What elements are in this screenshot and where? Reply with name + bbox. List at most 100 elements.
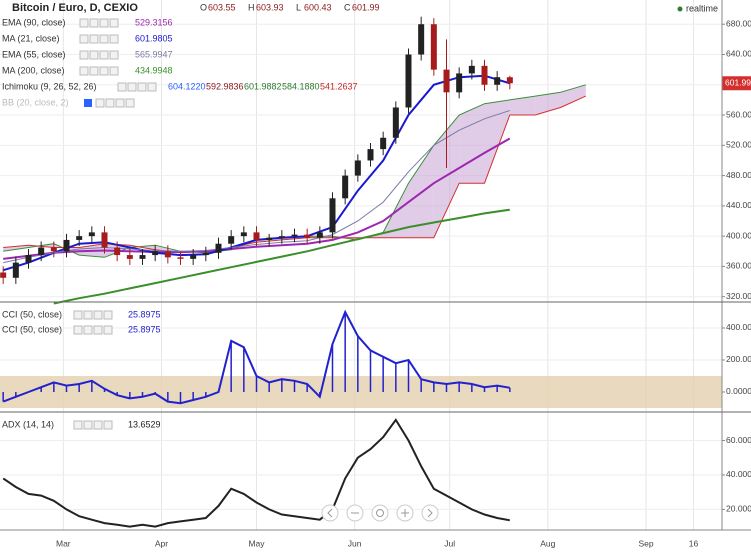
legend-icon[interactable] bbox=[83, 325, 93, 335]
legend-icon[interactable] bbox=[83, 310, 93, 320]
legend-icon[interactable] bbox=[79, 66, 89, 76]
scroll-left-button[interactable] bbox=[321, 504, 339, 522]
legend-icon[interactable] bbox=[73, 310, 83, 320]
legend-icon[interactable] bbox=[109, 50, 119, 60]
legend-icon[interactable] bbox=[89, 18, 99, 28]
y-tick-label: 200.0000 bbox=[726, 354, 751, 364]
candle-body bbox=[76, 236, 83, 240]
indicator-line bbox=[2, 418, 510, 528]
legend-icon[interactable] bbox=[105, 98, 115, 108]
legend-icon[interactable] bbox=[147, 82, 157, 92]
legend-icon[interactable] bbox=[83, 420, 93, 430]
zoom-out-button[interactable] bbox=[346, 504, 364, 522]
legend-icon[interactable] bbox=[99, 50, 109, 60]
legend-icon[interactable] bbox=[84, 99, 92, 107]
indicator-name: MA (200, close) bbox=[2, 65, 65, 75]
legend-icon[interactable] bbox=[125, 98, 135, 108]
ohlc-value: 600.43 bbox=[304, 2, 332, 12]
legend-icon[interactable] bbox=[79, 34, 89, 44]
legend-icon[interactable] bbox=[99, 34, 109, 44]
ichimoku-cloud bbox=[484, 99, 510, 184]
scroll-right-button[interactable] bbox=[421, 504, 439, 522]
candle-body bbox=[304, 234, 311, 238]
legend-icon[interactable] bbox=[95, 98, 105, 108]
legend-icon[interactable] bbox=[93, 310, 103, 320]
y-tick-label: 480.00 bbox=[726, 170, 751, 180]
x-tick-label: Mar bbox=[56, 538, 71, 548]
candle-body bbox=[468, 65, 475, 74]
indicator-line bbox=[3, 137, 511, 260]
legend-icon[interactable] bbox=[89, 34, 99, 44]
candle-body bbox=[63, 239, 70, 252]
indicator-name: ADX (14, 14) bbox=[2, 419, 54, 429]
legend-icon[interactable] bbox=[109, 34, 119, 44]
ohlc-label: C bbox=[344, 2, 351, 12]
candle-body bbox=[164, 251, 171, 258]
legend: Bitcoin / Euro, D, CEXIO O 603.55 H 603.93 L 6… bbox=[2, 2, 380, 430]
candle-body bbox=[392, 107, 399, 138]
y-tick-label: 520.00 bbox=[726, 140, 751, 150]
realtime-label: realtime bbox=[686, 3, 718, 13]
legend-icon[interactable] bbox=[99, 18, 109, 28]
candle-body bbox=[367, 149, 374, 161]
legend-icon[interactable] bbox=[115, 98, 125, 108]
y-tick-label: 440.00 bbox=[726, 200, 751, 210]
candle-body bbox=[25, 255, 32, 263]
indicator-name: EMA (90, close) bbox=[2, 17, 66, 27]
ohlc-value: 603.93 bbox=[256, 2, 284, 12]
candle-body bbox=[506, 77, 513, 84]
indicator-value: 25.8975 bbox=[128, 309, 161, 319]
candle-body bbox=[278, 236, 285, 238]
candle-body bbox=[177, 257, 184, 259]
price-label-box bbox=[722, 76, 751, 91]
legend-icon[interactable] bbox=[79, 18, 89, 28]
ohlc-label: O bbox=[200, 2, 207, 12]
ichimoku-cloud bbox=[3, 245, 29, 252]
reset-button[interactable] bbox=[371, 504, 389, 522]
legend-icon[interactable] bbox=[99, 66, 109, 76]
ichimoku-value: 601.9882 bbox=[244, 81, 282, 91]
legend-icon[interactable] bbox=[79, 50, 89, 60]
candle-body bbox=[354, 160, 361, 176]
ichimoku-cloud bbox=[560, 84, 586, 108]
indicator-name: MA (21, close) bbox=[2, 33, 60, 43]
y-tick-label: 0.0000 bbox=[726, 386, 751, 396]
candle-body bbox=[405, 54, 412, 108]
legend-icon[interactable] bbox=[109, 66, 119, 76]
indicator-value: 25.8975 bbox=[128, 324, 161, 334]
legend-icon[interactable] bbox=[73, 325, 83, 335]
legend-icon[interactable] bbox=[137, 82, 147, 92]
legend-icon[interactable] bbox=[89, 50, 99, 60]
legend-icon[interactable] bbox=[109, 18, 119, 28]
ichimoku-cloud bbox=[509, 96, 536, 116]
candle-body bbox=[380, 137, 387, 150]
ichimoku-value: 584.1880 bbox=[282, 81, 320, 91]
legend-icon[interactable] bbox=[103, 310, 113, 320]
y-tick-label: 400.0000 bbox=[726, 322, 751, 332]
cci-band bbox=[0, 375, 722, 408]
x-tick-label: Sep bbox=[638, 538, 653, 548]
legend-icon[interactable] bbox=[93, 325, 103, 335]
indicator-line bbox=[53, 208, 510, 305]
legend-icon[interactable] bbox=[89, 66, 99, 76]
y-tick-label: 400.00 bbox=[726, 230, 751, 240]
candle-body bbox=[494, 77, 501, 85]
legend-icon[interactable] bbox=[103, 325, 113, 335]
y-tick-label: 360.00 bbox=[726, 261, 751, 271]
zoom-in-button[interactable] bbox=[396, 504, 414, 522]
indicator-value: 529.3156 bbox=[135, 17, 173, 27]
legend-icon[interactable] bbox=[103, 420, 113, 430]
legend-icon[interactable] bbox=[117, 82, 127, 92]
legend-icon[interactable] bbox=[73, 420, 83, 430]
indicator-value: 434.9948 bbox=[135, 65, 173, 75]
candle-body bbox=[139, 255, 146, 259]
candle-body bbox=[481, 65, 488, 85]
y-tick-label: 560.00 bbox=[726, 109, 751, 119]
candle-body bbox=[50, 247, 57, 252]
legend-icon[interactable] bbox=[93, 420, 103, 430]
y-tick-label: 40.0000 bbox=[726, 469, 751, 479]
candle-body bbox=[0, 272, 7, 278]
legend-icon[interactable] bbox=[127, 82, 137, 92]
y-tick-label: 20.0000 bbox=[726, 504, 751, 514]
candle-body bbox=[266, 237, 273, 240]
